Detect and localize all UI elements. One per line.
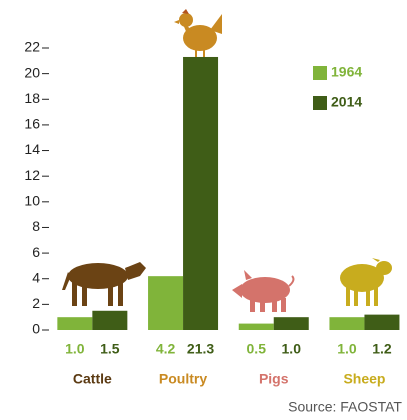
- bar: [329, 317, 364, 330]
- bar: [92, 311, 127, 330]
- y-tick-label: 4: [32, 269, 40, 285]
- value-label: 4.2: [156, 341, 176, 357]
- y-tick-label: 14: [24, 141, 40, 157]
- cattle-icon: [62, 262, 146, 306]
- source: Source: FAOSTAT: [288, 399, 402, 415]
- y-tick-label: 22: [24, 39, 40, 55]
- bar: [239, 324, 274, 330]
- x-tick-label: Cattle: [73, 371, 112, 387]
- x-tick-label: Pigs: [259, 371, 289, 387]
- y-tick-label: 6: [32, 244, 40, 260]
- bar: [148, 276, 183, 330]
- value-label: 1.0: [65, 341, 85, 357]
- x-tick-label: Poultry: [159, 371, 207, 387]
- value-label: 1.0: [337, 341, 357, 357]
- chicken-icon: [174, 9, 222, 58]
- value-label: 1.2: [372, 341, 392, 357]
- y-tick-label: 10: [24, 193, 40, 209]
- value-label: 21.3: [187, 341, 214, 357]
- legend-swatch: [313, 66, 327, 80]
- bar: [364, 315, 399, 330]
- legend-label: 2014: [331, 94, 362, 110]
- pig-icon: [232, 270, 293, 312]
- y-tick-label: 8: [32, 218, 40, 234]
- bar: [57, 317, 92, 330]
- y-tick-label: 12: [24, 167, 40, 183]
- chart: Source: FAOSTAT 0 2 4 6 8 10 12 14 16 18 20 22 1.0 1.…: [0, 0, 407, 420]
- bar: [274, 317, 309, 330]
- bar: [183, 57, 218, 330]
- y-tick-label: 2: [32, 295, 40, 311]
- value-label: 0.5: [247, 341, 267, 357]
- value-label: 1.5: [100, 341, 120, 357]
- y-tick-label: 20: [24, 64, 40, 80]
- value-label: 1.0: [282, 341, 302, 357]
- legend-swatch: [313, 96, 327, 110]
- x-tick-label: Sheep: [343, 371, 385, 387]
- sheep-icon: [340, 258, 392, 306]
- legend-label: 1964: [331, 64, 362, 80]
- y-tick-label: 18: [24, 90, 40, 106]
- y-tick-label: 16: [24, 116, 40, 132]
- y-tick-label: 0: [32, 321, 40, 337]
